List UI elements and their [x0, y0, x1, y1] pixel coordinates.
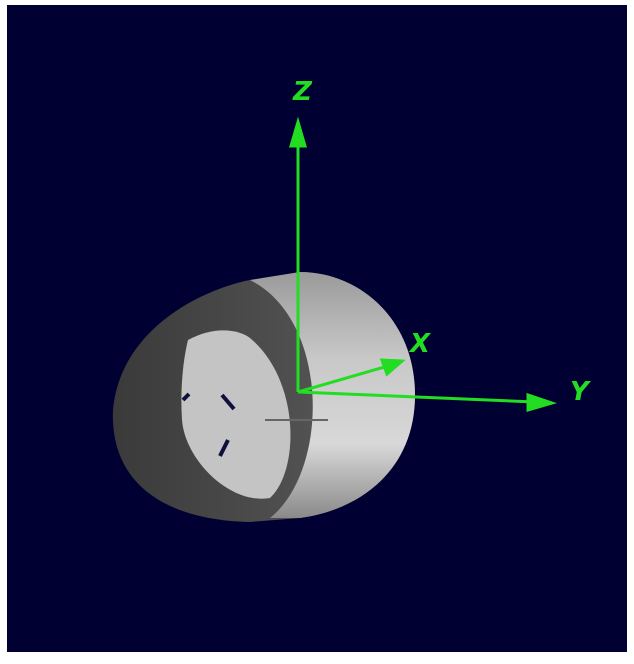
page: Z X Y (() => { const data = JSON.parse(d… [0, 0, 634, 664]
x-label: X [408, 329, 432, 359]
z-label: Z [292, 77, 313, 107]
viewport: Z X Y [0, 0, 634, 664]
y-label: Y [570, 377, 592, 407]
